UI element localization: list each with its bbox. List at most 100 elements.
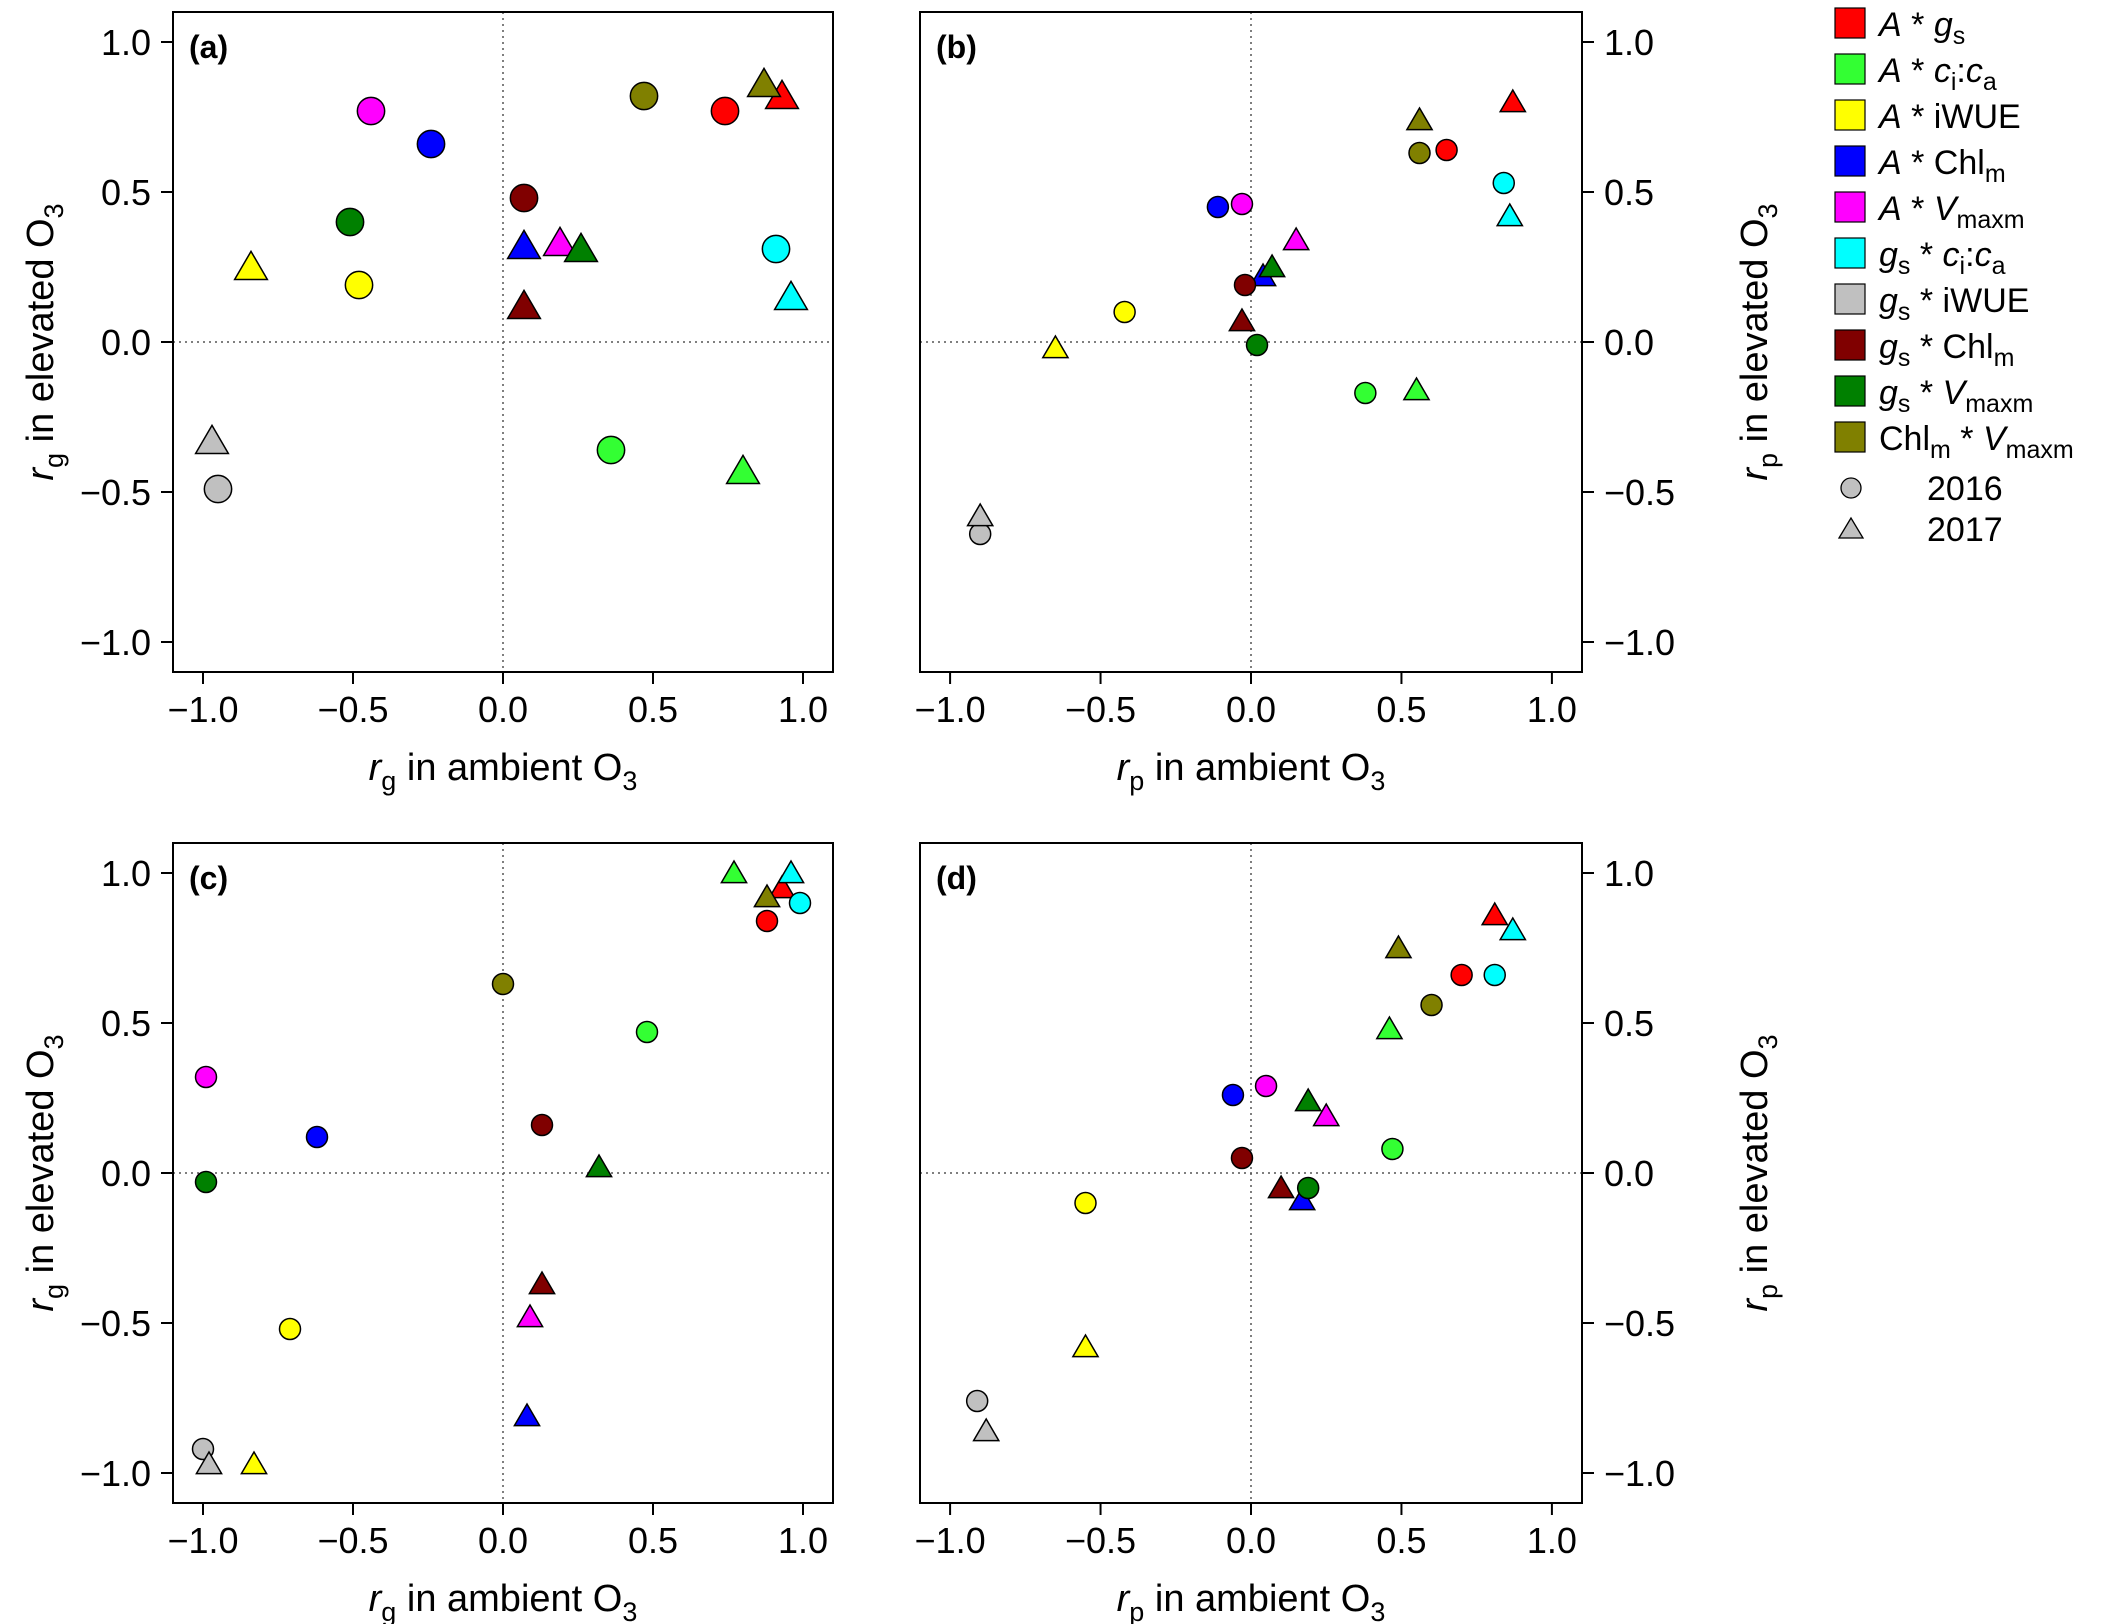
point-gs-chlm-2017 [1228,307,1256,332]
point-a-vmaxm-2016 [356,96,386,126]
x-tick-label: 0.5 [1376,1520,1426,1561]
legend-year-2017: 2017 [1927,511,2003,549]
y-axis-title: rp in elevated O3 [1734,1034,1783,1311]
point-a-cica-2016 [1354,381,1377,405]
point-chlm-vmaxm-2016 [629,81,659,111]
point-gs-chlm-2016 [1233,273,1257,297]
point-a-cica-2016 [596,435,626,465]
y-tick-label: −0.5 [80,1303,151,1344]
legend-label-a-vmaxm: A * Vmaxm [1877,190,2025,234]
point-a-gs-2016 [755,909,779,933]
point-a-iwue-2017 [233,249,269,281]
point-a-cica-2017 [725,453,761,485]
x-axis-title: rg in ambient O3 [369,747,638,796]
point-gs-vmaxm-2017 [563,231,599,263]
point-gs-chlm-2017 [528,1270,556,1295]
x-tick-label: 0.0 [478,689,528,730]
point-a-gs-2016 [710,96,740,126]
legend-label-gs-iwue: gs * iWUE [1879,282,2029,326]
point-a-vmaxm-2017 [1312,1102,1341,1127]
point-gs-vmaxm-2017 [1258,253,1286,278]
x-tick-label: 0.5 [628,689,678,730]
point-chlm-vmaxm-2017 [746,66,782,98]
x-tick-label: −0.5 [317,1520,388,1561]
point-a-gs-2017 [768,874,796,899]
panel-c: −1.0 −0.5 0.0 0.5 1.0 −1.0 −0.5 0.0 0.5 1.0 rg in … [20,842,834,1624]
point-gs-iwue-2016 [968,522,992,546]
y-tick-label: 0.5 [1604,1003,1654,1044]
panel-b: −1.0 −0.5 0.0 0.5 1.0 −1.0 −0.5 0.0 0.5 1.0 rp in … [915,11,1783,796]
legend-label-gs-vmaxm: gs * Vmaxm [1879,374,2033,418]
point-gs-iwue-2017 [972,1417,1001,1442]
y-tick-label: 1.0 [101,22,151,63]
y-tick-label: −1.0 [1604,622,1675,663]
point-gs-chlm-2016 [1230,1146,1254,1170]
y-tick-label: 0.0 [1604,1153,1654,1194]
point-a-vmaxm-2016 [1254,1074,1278,1098]
legend-label-gs-chlm: gs * Chlm [1879,328,2014,372]
y-tick-label: −0.5 [80,472,151,513]
point-a-vmaxm-2016 [1230,192,1254,216]
legend-swatch-a-gs [1834,7,1866,39]
y-tick-label: 0.5 [101,1003,151,1044]
legend-label-a-iwue: A * iWUE [1877,98,2021,136]
point-gs-chlm-2016 [530,1113,554,1137]
legend-swatch-gs-chlm [1834,329,1866,361]
point-a-cica-2016 [1381,1137,1404,1161]
point-chlm-vmaxm-2017 [753,883,781,908]
point-a-chlm-2016 [305,1125,329,1149]
y-tick-label: −0.5 [1604,472,1675,513]
point-a-vmaxm-2017 [516,1303,544,1328]
point-a-vmaxm-2016 [194,1065,218,1089]
x-axis-title: rp in ambient O3 [1117,747,1386,796]
point-gs-cica-2017 [1495,202,1524,227]
point-gs-chlm-2016 [509,183,539,213]
point-a-vmaxm-2017 [1282,226,1311,251]
point-gs-iwue-2017 [195,1450,223,1475]
x-tick-label: −1.0 [915,689,986,730]
y-tick-label: 0.0 [101,1153,151,1194]
point-gs-vmaxm-2016 [1245,333,1269,357]
point-a-gs-2017 [1498,88,1527,113]
legend-swatch-a-iwue [1834,99,1866,131]
x-axis-title: rp in ambient O3 [1117,1578,1386,1624]
point-a-iwue-2016 [1113,300,1136,324]
y-tick-label: 0.0 [1604,322,1654,363]
x-tick-label: 0.0 [478,1520,528,1561]
point-gs-cica-2017 [777,859,805,884]
point-gs-vmaxm-2017 [1294,1087,1323,1112]
point-chlm-vmaxm-2017 [1405,106,1434,131]
point-gs-cica-2017 [1498,916,1527,941]
legend-label-a-chlm: A * Chlm [1877,144,2006,188]
legend-label-gs-cica: gs * ci:ca [1879,236,2006,280]
legend-swatch-a-chlm [1834,145,1866,177]
x-tick-label: 1.0 [1527,689,1577,730]
point-a-gs-2016 [1435,138,1458,162]
point-chlm-vmaxm-2017 [1384,934,1413,959]
point-a-iwue-2016 [344,270,374,300]
y-tick-label: 1.0 [101,853,151,894]
legend-swatch-chlm-vmaxm [1834,421,1866,453]
y-tick-label: 0.5 [101,172,151,213]
legend-label-a-cica: A * ci:ca [1877,52,1997,96]
x-tick-label: 0.5 [628,1520,678,1561]
legend-year-2016: 2016 [1927,470,2003,508]
x-tick-label: 0.0 [1226,1520,1276,1561]
point-a-iwue-2017 [240,1450,268,1475]
point-gs-cica-2017 [773,279,809,311]
point-gs-cica-2016 [1492,171,1516,195]
point-gs-cica-2016 [761,234,791,264]
point-gs-vmaxm-2016 [1296,1176,1320,1200]
point-a-cica-2016 [635,1020,659,1044]
x-tick-label: 0.5 [1376,689,1426,730]
y-tick-label: 0.0 [101,322,151,363]
x-tick-label: −1.0 [167,1520,238,1561]
x-tick-label: 1.0 [1527,1520,1577,1561]
y-axis-title: rg in elevated O3 [20,1034,69,1311]
point-a-iwue-2016 [1074,1191,1097,1215]
point-a-cica-2017 [1375,1015,1404,1040]
legend-swatch-a-cica [1834,53,1866,85]
x-tick-label: −0.5 [317,689,388,730]
